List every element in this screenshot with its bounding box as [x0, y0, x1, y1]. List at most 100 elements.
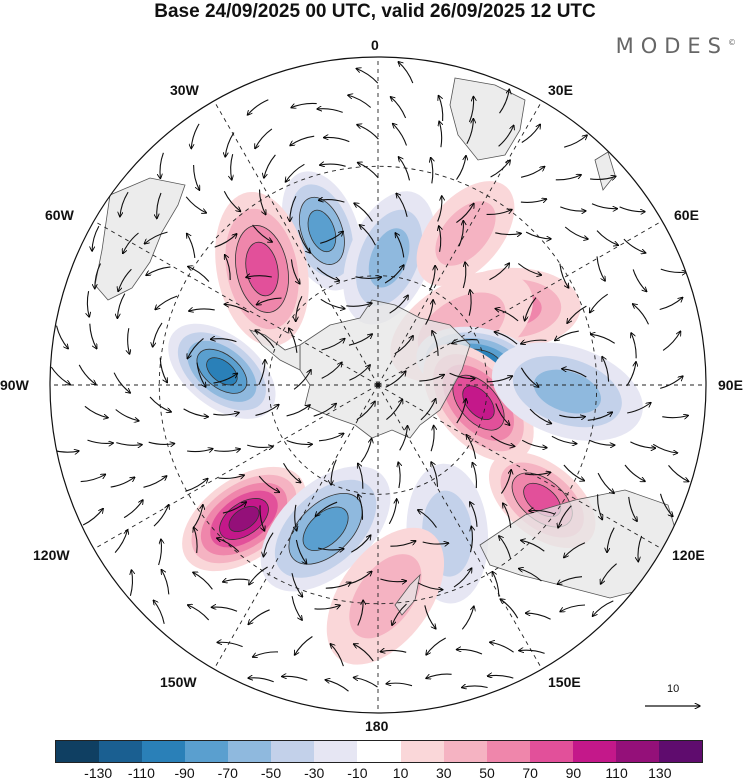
wind-arrow [521, 540, 545, 552]
antarctic-peninsula [248, 329, 301, 371]
wind-arrow [354, 644, 374, 662]
colorbar-swatch [271, 741, 315, 762]
wind-arrow [659, 297, 683, 311]
wind-arrow [386, 399, 402, 421]
wind-arrow [559, 415, 585, 417]
wind-arrow [390, 541, 416, 547]
wind-arrow [295, 636, 313, 656]
wind-arrow [359, 225, 376, 246]
colorbar-tick-label: 50 [479, 765, 495, 781]
colorbar-swatch [486, 741, 530, 762]
wind-arrow [662, 331, 681, 351]
wind-arrow [393, 124, 408, 146]
wind-arrow [626, 362, 636, 387]
map-title: Base 24/09/2025 00 UTC, valid 26/09/2025… [154, 1, 596, 22]
wind-arrow [157, 192, 162, 219]
wind-arrow [290, 259, 300, 284]
wind-arrow [143, 476, 167, 488]
wind-arrow [321, 362, 342, 379]
colorbar-swatch [615, 741, 659, 762]
wind-arrow [331, 459, 337, 485]
wind-arrow [89, 323, 97, 349]
wind-arrow [258, 360, 265, 386]
wind-arrow [115, 409, 139, 421]
wind-arrow [349, 571, 372, 585]
wind-arrow [144, 231, 168, 244]
wind-arrow [291, 596, 302, 620]
wind-arrow [489, 263, 510, 281]
wind-arrow [487, 675, 514, 679]
wind-arrow [592, 600, 614, 616]
wind-arrow [430, 425, 434, 452]
anomaly-contour [368, 228, 410, 288]
wind-arrow [525, 613, 551, 620]
anomaly-contour [228, 505, 260, 533]
wind-arrow [285, 163, 305, 182]
wind-arrow [607, 527, 615, 553]
wind-arrow [624, 464, 645, 481]
wind-arrow [590, 176, 616, 179]
wind-arrow [596, 256, 605, 281]
colorbar-swatch [443, 741, 487, 762]
new-zealand [394, 573, 421, 616]
wind-arrow [418, 510, 437, 528]
wind-arrow [130, 570, 132, 596]
wind-arrow [153, 322, 163, 347]
wind-arrow [247, 99, 269, 115]
colorbar-tick-label: 10 [392, 765, 409, 781]
wind-arrow [490, 435, 515, 447]
wind-arrow [213, 413, 239, 416]
wind-arrow [470, 502, 478, 527]
wind-arrow [183, 408, 209, 417]
lon-label-120e: 120E [672, 547, 705, 563]
wind-arrow [113, 372, 130, 393]
wind-arrow [248, 609, 270, 625]
wind-arrow [291, 573, 303, 597]
colorbar-swatch [314, 741, 358, 762]
wind-arrow [492, 572, 500, 597]
wind-arrow [630, 441, 655, 448]
wind-arrow [87, 290, 89, 317]
wind-arrow [560, 206, 586, 211]
wind-arrow [486, 210, 512, 216]
wind-arrow [398, 462, 400, 489]
map-boundary [49, 56, 707, 714]
wind-arrow [224, 304, 250, 313]
wind-arrow [562, 369, 587, 378]
wind-arrow [567, 305, 587, 323]
colorbar-swatch [400, 741, 444, 762]
wind-arrow [462, 686, 488, 688]
wind-arrow [253, 651, 279, 657]
wind-arrow [632, 269, 647, 291]
wind-arrow [196, 362, 206, 388]
wind-arrow [357, 600, 363, 626]
wind-arrow [499, 89, 510, 114]
wind-arrow [249, 566, 268, 585]
wind-arrow [185, 196, 206, 213]
wind-arrow [631, 333, 637, 359]
wind-arrow [324, 137, 350, 143]
wind-arrow [316, 267, 339, 281]
wind-arrow [286, 405, 311, 417]
wind-arrow [158, 539, 162, 566]
wind-arrow [325, 680, 349, 692]
wind-arrow [146, 266, 171, 276]
wind-arrow [223, 579, 249, 582]
antarctica [299, 299, 471, 439]
wind-arrow [188, 266, 210, 282]
wind-arrow [351, 535, 371, 553]
wind-arrow [321, 339, 345, 351]
wind-arrow [519, 650, 545, 654]
wind-arrow [468, 96, 474, 123]
meridian-line [213, 384, 379, 670]
wind-arrow [95, 263, 101, 289]
wind-arrow [296, 296, 303, 321]
wind-arrow [458, 221, 463, 247]
anomaly-contour [245, 241, 279, 297]
wind-arrow [92, 225, 100, 251]
wind-arrow [564, 226, 588, 239]
wind-arrow [194, 527, 198, 554]
meridian-line [213, 100, 379, 386]
wind-arrow [320, 231, 343, 244]
wind-arrow [213, 373, 238, 384]
